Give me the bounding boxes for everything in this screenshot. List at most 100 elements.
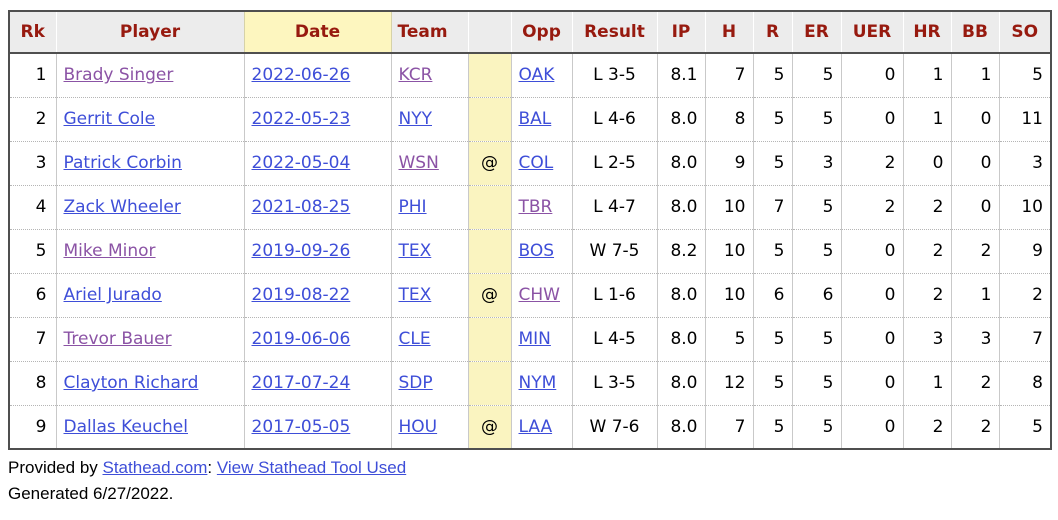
player-link[interactable]: Zack Wheeler	[63, 197, 181, 217]
cell-player: Trevor Bauer	[55, 316, 244, 361]
col-header-opponent[interactable]: Opp	[510, 11, 572, 54]
cell-date: 2022-06-26	[243, 53, 391, 97]
cell-r: 5	[752, 360, 792, 405]
team-link[interactable]: KCR	[398, 65, 433, 86]
cell-player: Dallas Keuchel	[55, 404, 244, 449]
col-header-home-away[interactable]	[467, 11, 511, 54]
cell-at	[467, 360, 511, 405]
opp-link[interactable]: MIN	[518, 329, 551, 349]
team-link[interactable]: CLE	[398, 329, 431, 349]
cell-rk: 2	[9, 96, 56, 141]
cell-date: 2019-06-06	[243, 316, 391, 361]
cell-uer: 0	[840, 316, 903, 361]
cell-bb: 2	[950, 228, 999, 273]
cell-at	[467, 184, 511, 229]
cell-r: 6	[752, 272, 792, 317]
cell-er: 3	[791, 140, 841, 185]
team-link[interactable]: WSN	[398, 153, 439, 173]
cell-hr: 1	[902, 53, 951, 97]
cell-result: W 7-6	[571, 404, 657, 449]
cell-ip: 8.0	[656, 316, 705, 361]
generated-line: Generated 6/27/2022.	[8, 484, 174, 504]
team-link[interactable]: SDP	[398, 373, 433, 393]
col-header-result[interactable]: Result	[571, 11, 657, 54]
cell-player: Gerrit Cole	[55, 96, 244, 141]
col-header-strikeouts[interactable]: SO	[998, 11, 1051, 54]
player-link[interactable]: Ariel Jurado	[63, 285, 162, 305]
cell-bb: 0	[950, 140, 999, 185]
cell-r: 5	[752, 404, 792, 449]
col-header-team[interactable]: Team	[390, 11, 468, 54]
col-header-rank[interactable]: Rk	[9, 11, 56, 54]
col-header-hits[interactable]: H	[704, 11, 753, 54]
player-link[interactable]: Clayton Richard	[63, 373, 199, 393]
opp-link[interactable]: TBR	[518, 197, 553, 217]
cell-bb: 2	[950, 404, 999, 449]
cell-result: L 4-5	[571, 316, 657, 361]
cell-ip: 8.0	[656, 140, 705, 185]
cell-team: NYY	[390, 96, 468, 141]
cell-date: 2017-05-05	[243, 404, 391, 449]
cell-at	[467, 228, 511, 273]
player-link[interactable]: Trevor Bauer	[63, 329, 172, 349]
col-header-unearned-runs[interactable]: UER	[840, 11, 903, 54]
cell-result: L 4-7	[571, 184, 657, 229]
col-header-runs[interactable]: R	[752, 11, 792, 54]
table-row: 3 Patrick Corbin 2022-05-04 WSN @ COL L 2-5 8.0…	[9, 140, 1051, 185]
team-link[interactable]: HOU	[398, 416, 438, 437]
cell-h: 5	[704, 316, 753, 361]
cell-bb: 3	[950, 316, 999, 361]
date-link[interactable]: 2017-05-05	[251, 416, 351, 437]
col-header-home-runs[interactable]: HR	[902, 11, 951, 54]
col-header-earned-runs[interactable]: ER	[791, 11, 841, 54]
cell-r: 5	[752, 140, 792, 185]
opp-link[interactable]: NYM	[518, 373, 557, 393]
date-link[interactable]: 2022-05-23	[251, 109, 351, 129]
table-row: 5 Mike Minor 2019-09-26 TEX BOS W 7-5 8.2 10 5 5 0…	[9, 228, 1051, 273]
team-link[interactable]: TEX	[398, 285, 432, 305]
player-link[interactable]: Dallas Keuchel	[63, 416, 188, 437]
cell-bb: 1	[950, 272, 999, 317]
opp-link[interactable]: COL	[518, 153, 554, 173]
date-link[interactable]: 2022-05-04	[251, 153, 351, 173]
cell-hr: 0	[902, 140, 951, 185]
opp-link[interactable]: LAA	[518, 416, 553, 437]
cell-so: 5	[998, 53, 1051, 97]
opp-link[interactable]: BOS	[518, 241, 555, 261]
date-link[interactable]: 2017-07-24	[251, 373, 351, 393]
stathead-site-link[interactable]: Stathead.com	[102, 458, 208, 477]
table-row: 2 Gerrit Cole 2022-05-23 NYY BAL L 4-6 8.0 8 5 5 0…	[9, 96, 1051, 141]
date-link[interactable]: 2021-08-25	[251, 197, 351, 217]
cell-h: 12	[704, 360, 753, 405]
team-link[interactable]: TEX	[398, 241, 432, 261]
cell-player: Mike Minor	[55, 228, 244, 273]
player-link[interactable]: Patrick Corbin	[63, 153, 182, 173]
col-header-player[interactable]: Player	[55, 11, 244, 54]
cell-so: 3	[998, 140, 1051, 185]
opp-link[interactable]: BAL	[518, 109, 552, 129]
table-row: 8 Clayton Richard 2017-07-24 SDP NYM L 3-5 8.0…	[9, 360, 1051, 405]
cell-opp: COL	[510, 140, 572, 185]
cell-h: 9	[704, 140, 753, 185]
player-link[interactable]: Brady Singer	[63, 65, 174, 86]
cell-hr: 1	[902, 96, 951, 141]
cell-opp: MIN	[510, 316, 572, 361]
table-header: Rk Player Date Team Opp Result IP H R ER…	[9, 11, 1051, 54]
col-header-walks[interactable]: BB	[950, 11, 999, 54]
cell-so: 5	[998, 404, 1051, 449]
cell-result: L 2-5	[571, 140, 657, 185]
stathead-tool-link[interactable]: View Stathead Tool Used	[216, 458, 407, 477]
col-header-innings-pitched[interactable]: IP	[656, 11, 705, 54]
date-link[interactable]: 2019-08-22	[251, 285, 351, 305]
player-link[interactable]: Mike Minor	[63, 241, 156, 261]
team-link[interactable]: NYY	[398, 109, 433, 129]
opp-link[interactable]: CHW	[518, 285, 560, 305]
team-link[interactable]: PHI	[398, 197, 427, 217]
date-link[interactable]: 2019-06-06	[251, 329, 351, 349]
cell-rk: 5	[9, 228, 56, 273]
date-link[interactable]: 2022-06-26	[251, 65, 351, 86]
col-header-date[interactable]: Date	[243, 11, 392, 54]
date-link[interactable]: 2019-09-26	[251, 241, 351, 261]
opp-link[interactable]: OAK	[518, 65, 555, 86]
player-link[interactable]: Gerrit Cole	[63, 109, 156, 129]
